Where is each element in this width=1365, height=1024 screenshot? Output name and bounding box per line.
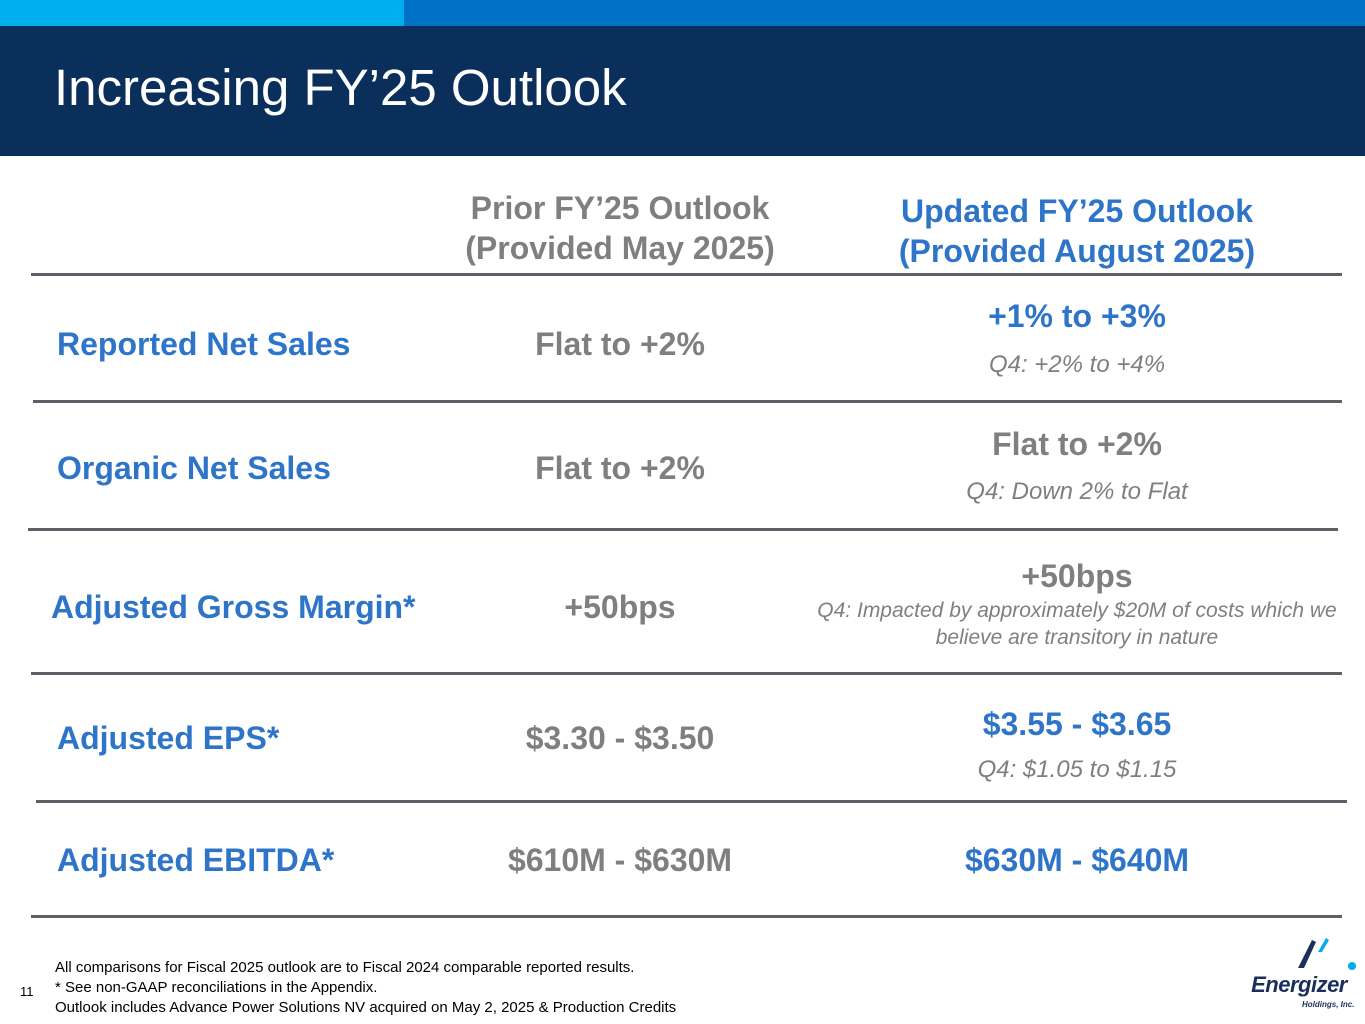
title-band: [0, 26, 1365, 156]
row-label-adjusted-eps: Adjusted EPS*: [57, 720, 280, 756]
prior-outlook-header-line2: (Provided May 2025): [465, 230, 775, 266]
updated-note-organic-net-sales: Q4: Down 2% to Flat: [966, 478, 1188, 505]
updated-note-line1: Q4: Impacted by approximately $20M of co…: [817, 599, 1337, 622]
page-title: Increasing FY’25 Outlook: [54, 59, 627, 116]
energizer-logo: Energizer Holdings, Inc.: [1240, 934, 1360, 1014]
page-number: 11: [20, 984, 34, 999]
updated-value-adjusted-eps: $3.55 - $3.65: [982, 706, 1172, 742]
logo-subtitle: Holdings, Inc.: [1302, 1000, 1355, 1009]
logo-wordmark: Energizer: [1251, 972, 1347, 997]
divider-rule: [31, 273, 1342, 276]
updated-outlook-header: Updated FY’25 Outlook (Provided August 2…: [850, 191, 1304, 271]
row-label-adjusted-ebitda: Adjusted EBITDA*: [57, 842, 335, 878]
divider-rule: [31, 672, 1342, 675]
updated-note-adjusted-eps: Q4: $1.05 to $1.15: [977, 756, 1177, 783]
row-label-reported-net-sales: Reported Net Sales: [57, 326, 351, 362]
row-label-organic-net-sales: Organic Net Sales: [57, 450, 331, 486]
divider-rule: [36, 800, 1347, 803]
updated-note-adjusted-gross-margin: Q4: Impacted by approximately $20M of co…: [792, 597, 1362, 651]
top-accent-bar-dark: [404, 0, 1365, 26]
updated-value-organic-net-sales: Flat to +2%: [992, 426, 1162, 462]
updated-value-adjusted-gross-margin: +50bps: [1021, 558, 1133, 594]
top-accent-bar-light: [0, 0, 404, 26]
prior-outlook-header-line1: Prior FY’25 Outlook: [470, 190, 770, 226]
footnote-acquisition: Outlook includes Advance Power Solutions…: [55, 999, 677, 1016]
updated-note-reported-net-sales: Q4: +2% to +4%: [988, 351, 1166, 378]
footnotes: All comparisons for Fiscal 2025 outlook …: [55, 958, 676, 1018]
prior-value-adjusted-gross-margin: +50bps: [564, 589, 676, 625]
prior-value-reported-net-sales: Flat to +2%: [535, 326, 705, 362]
updated-outlook-header-line1: Updated FY’25 Outlook: [900, 193, 1254, 229]
divider-rule: [28, 528, 1338, 531]
footnote-non-gaap: * See non-GAAP reconciliations in the Ap…: [55, 979, 378, 996]
updated-value-reported-net-sales: +1% to +3%: [988, 298, 1166, 334]
prior-outlook-header: Prior FY’25 Outlook (Provided May 2025): [430, 188, 810, 268]
updated-value-adjusted-ebitda: $630M - $640M: [964, 842, 1190, 878]
prior-value-adjusted-eps: $3.30 - $3.50: [525, 720, 715, 756]
footnote-comparisons: All comparisons for Fiscal 2025 outlook …: [55, 959, 635, 976]
prior-value-adjusted-ebitda: $610M - $630M: [507, 842, 733, 878]
divider-rule: [31, 915, 1342, 918]
updated-outlook-header-line2: (Provided August 2025): [898, 233, 1256, 269]
row-label-adjusted-gross-margin: Adjusted Gross Margin*: [51, 589, 416, 625]
updated-note-line2: believe are transitory in nature: [935, 626, 1219, 649]
energizer-logo-icon: [1298, 938, 1356, 970]
prior-value-organic-net-sales: Flat to +2%: [535, 450, 705, 486]
divider-rule: [33, 400, 1342, 403]
